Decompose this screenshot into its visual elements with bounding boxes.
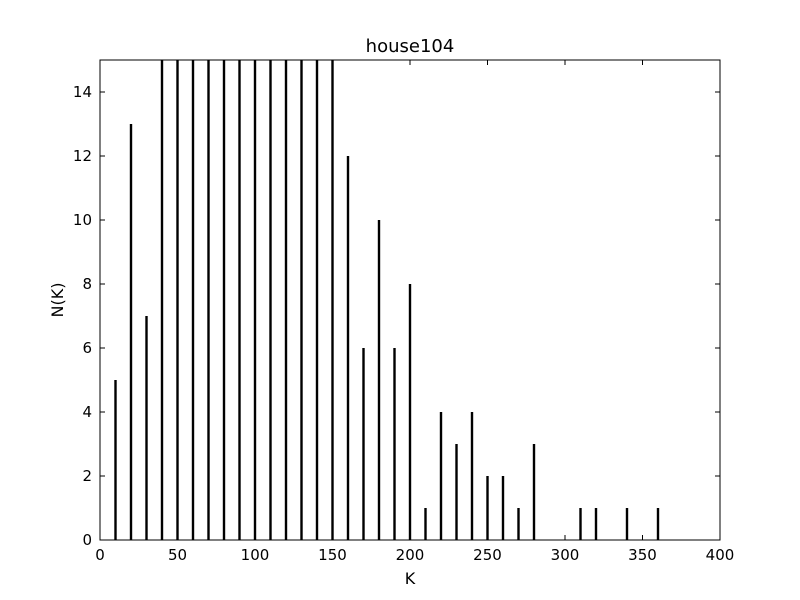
bar-k-40 xyxy=(160,60,164,540)
bar-k-360 xyxy=(656,508,660,540)
bar-k-90 xyxy=(238,60,241,540)
bar-k-50 xyxy=(176,60,179,540)
bar-series xyxy=(114,60,660,540)
bar-k-80 xyxy=(222,60,226,540)
y-tick-label-14: 14 xyxy=(73,83,92,101)
bar-k-310 xyxy=(579,508,582,540)
bar-k-240 xyxy=(470,412,474,540)
x-tick-label-400: 400 xyxy=(706,546,735,564)
y-tick-label-2: 2 xyxy=(82,467,92,485)
x-tick-label-100: 100 xyxy=(241,546,270,564)
x-tick-label-200: 200 xyxy=(396,546,425,564)
bar-k-200 xyxy=(408,284,412,540)
y-tick-label-4: 4 xyxy=(82,403,92,421)
bar-k-140 xyxy=(315,60,319,540)
axis-ticks: 0 50 100 150 200 250 300 350 400 0 2 4 6 8 10 12 14 xyxy=(73,60,734,564)
bar-k-110 xyxy=(269,60,272,540)
y-tick-label-6: 6 xyxy=(82,339,92,357)
y-tick-label-10: 10 xyxy=(73,211,92,229)
x-tick-label-350: 350 xyxy=(628,546,657,564)
x-tick-label-50: 50 xyxy=(168,546,187,564)
bar-k-20 xyxy=(129,124,133,540)
bar-k-230 xyxy=(455,444,458,540)
y-tick-label-12: 12 xyxy=(73,147,92,165)
bar-k-210 xyxy=(424,508,427,540)
x-tick-label-250: 250 xyxy=(473,546,502,564)
bar-k-100 xyxy=(253,60,257,540)
bar-k-130 xyxy=(300,60,303,540)
bar-k-260 xyxy=(501,476,505,540)
x-axis-label: K xyxy=(405,569,416,588)
bar-k-180 xyxy=(377,220,381,540)
y-tick-label-8: 8 xyxy=(82,275,92,293)
bar-k-280 xyxy=(532,444,536,540)
bar-k-270 xyxy=(517,508,520,540)
bar-k-340 xyxy=(625,508,629,540)
x-tick-label-300: 300 xyxy=(551,546,580,564)
bar-k-120 xyxy=(284,60,288,540)
x-tick-label-150: 150 xyxy=(318,546,347,564)
chart-title: house104 xyxy=(366,36,455,57)
bar-k-60 xyxy=(191,60,195,540)
bar-k-150 xyxy=(331,60,334,540)
bar-k-30 xyxy=(145,316,148,540)
bar-k-10 xyxy=(114,380,117,540)
bar-k-320 xyxy=(594,508,598,540)
bar-k-250 xyxy=(486,476,489,540)
y-axis-label: N(K) xyxy=(48,283,67,318)
plot-frame xyxy=(99,59,721,541)
x-tick-label-0: 0 xyxy=(95,546,105,564)
bar-k-70 xyxy=(207,60,210,540)
bar-k-190 xyxy=(393,348,396,540)
bar-k-220 xyxy=(439,412,443,540)
bar-k-160 xyxy=(346,156,350,540)
bar-k-170 xyxy=(362,348,365,540)
y-tick-label-0: 0 xyxy=(82,531,92,549)
